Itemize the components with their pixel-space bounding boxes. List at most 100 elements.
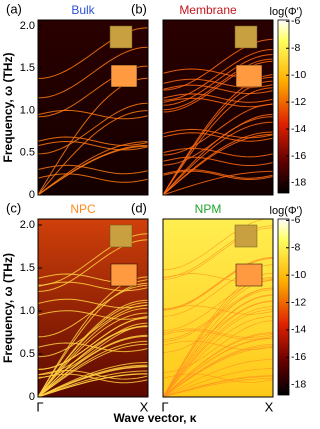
band-line	[38, 281, 148, 292]
y-tick-label: 0	[29, 189, 35, 201]
y-axis-label: Frequency, ω (THz)	[1, 53, 15, 163]
band-line	[163, 147, 273, 158]
colorbar-tick-label: -8	[291, 242, 300, 254]
band-line	[163, 376, 273, 397]
colorbar-tick-label: -6	[291, 15, 300, 27]
inset-cell	[235, 64, 263, 88]
colorbar-tick-label: -12	[291, 296, 306, 308]
colorbar-tick-label: -16	[291, 351, 306, 363]
band-line	[163, 256, 273, 310]
colorbar-tick-label: -10	[291, 269, 306, 281]
band-line	[163, 287, 273, 340]
band-line	[163, 309, 273, 397]
band-line	[163, 49, 273, 101]
panel-title: Membrane	[179, 3, 237, 17]
x-tick-label: X	[265, 399, 274, 414]
inset-structure	[109, 224, 133, 248]
band-line	[163, 257, 273, 310]
colorbar-tick-label: -12	[291, 96, 306, 108]
colorbar-tick-label: -10	[291, 69, 306, 81]
x-tick-label: Γ	[161, 399, 168, 414]
y-tick-label: 1.0	[20, 104, 35, 116]
band-line	[38, 144, 148, 195]
band-line	[163, 93, 273, 103]
inset-cell	[110, 64, 138, 88]
frame	[37, 218, 149, 398]
band-line	[163, 316, 273, 397]
band-line	[163, 121, 273, 195]
x-tick-label: X	[140, 399, 149, 414]
panel-title: NPM	[195, 202, 222, 216]
band-line	[163, 170, 273, 195]
band-line	[163, 368, 273, 397]
panel-title: Bulk	[71, 3, 95, 17]
band-line	[163, 156, 273, 166]
band-line	[163, 78, 273, 89]
inset-cell	[110, 263, 138, 287]
band-line	[163, 287, 273, 397]
band-line	[163, 340, 273, 351]
y-tick-label: 0.5	[20, 348, 35, 360]
band-line	[163, 54, 273, 106]
band-line	[38, 282, 148, 397]
x-tick-label: Γ	[36, 399, 43, 414]
panel-label: (a)	[6, 1, 22, 16]
band-line	[163, 330, 273, 340]
band-line	[38, 343, 148, 397]
band-line	[38, 141, 148, 195]
band-line	[38, 362, 148, 397]
band-line	[38, 307, 148, 397]
panel-label: (d)	[131, 200, 147, 215]
colorbar-tick-label: -18	[291, 379, 306, 391]
band-line	[38, 340, 148, 397]
frame	[162, 19, 274, 196]
band-line	[38, 102, 148, 155]
band-line	[38, 173, 148, 183]
band-line	[38, 109, 148, 120]
band-line	[163, 128, 273, 139]
colorbar-tick-label: -6	[291, 214, 300, 226]
band-line	[38, 284, 148, 338]
y-tick-label: 1.0	[20, 305, 35, 317]
band-line	[163, 103, 273, 156]
band-line	[163, 169, 273, 179]
colorbar-tick-label: -14	[291, 123, 306, 135]
band-line	[163, 300, 273, 353]
band-line	[38, 317, 148, 371]
x-axis-label: Wave vector, κ	[114, 411, 197, 425]
band-line	[38, 310, 148, 320]
band-line	[38, 373, 148, 384]
figure: Wave vector, κ (a) Bulk 0 0.5 1.0 1.5 2.0 Frequ…	[1, 1, 306, 425]
band-line	[38, 110, 148, 195]
band-line	[163, 378, 273, 397]
y-axis-label: Frequency, ω (THz)	[1, 253, 15, 363]
band-line	[163, 344, 273, 397]
band-line	[163, 84, 273, 94]
colorbar	[277, 19, 290, 194]
band-line	[38, 164, 148, 175]
band-line	[38, 298, 148, 309]
y-tick-label: 2.0	[20, 20, 35, 32]
band-line	[38, 304, 148, 358]
y-tick-label: 0	[29, 391, 35, 403]
colorbar-tick-label: -18	[291, 177, 306, 189]
band-line	[163, 97, 273, 108]
frame	[162, 218, 274, 398]
colorbar-tick-label: -16	[291, 150, 306, 162]
y-tick-label: 0.5	[20, 147, 35, 159]
colorbar	[277, 218, 290, 396]
inset-structure	[234, 224, 258, 248]
panel-label: (c)	[6, 200, 21, 215]
band-line	[38, 136, 148, 146]
band-line	[163, 58, 273, 111]
band-line	[38, 342, 148, 353]
band-line	[38, 365, 148, 397]
band-line	[38, 373, 148, 397]
band-line	[38, 334, 148, 397]
inset-structure	[109, 25, 133, 49]
y-tick-label: 2.0	[20, 219, 35, 231]
band-line	[163, 132, 273, 142]
colorbar-label: log(Φ')	[270, 6, 303, 18]
band-line	[163, 306, 273, 397]
band-line	[163, 170, 273, 180]
